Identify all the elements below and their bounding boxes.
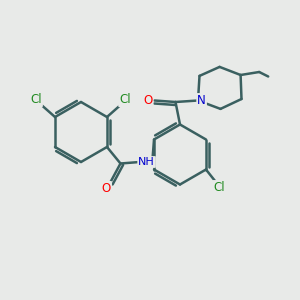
Text: Cl: Cl [213,181,225,194]
Text: N: N [197,94,206,107]
Text: Cl: Cl [119,93,131,106]
Text: NH: NH [138,157,155,167]
Text: O: O [143,94,152,107]
Text: O: O [102,182,111,195]
Text: Cl: Cl [30,93,42,106]
